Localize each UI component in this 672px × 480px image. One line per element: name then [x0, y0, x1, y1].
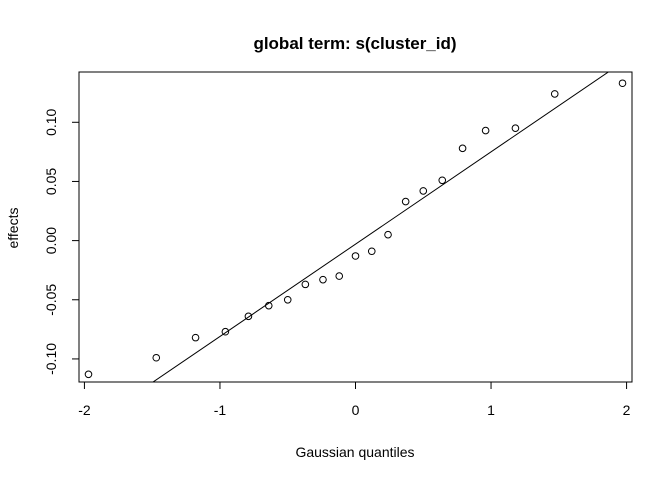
data-points [84, 79, 627, 379]
data-point [401, 197, 410, 206]
x-tick-label: 2 [623, 402, 631, 418]
x-tick-label: 1 [487, 402, 495, 418]
data-point [367, 247, 376, 256]
y-tick-label: 0.05 [43, 168, 59, 195]
y-axis: -0.10 -0.05 0.00 0.05 0.10 [43, 108, 80, 375]
data-point [335, 272, 344, 280]
data-point [244, 312, 253, 321]
data-point [283, 295, 292, 304]
x-tick-label: -2 [78, 402, 91, 418]
data-point [264, 301, 273, 310]
reference-line-group [152, 72, 610, 382]
data-point [221, 327, 230, 336]
y-tick-label: -0.05 [43, 284, 59, 316]
data-point [384, 230, 392, 239]
data-point [152, 353, 161, 362]
x-axis: -2 -1 0 1 2 [78, 381, 631, 418]
x-tick-label: -1 [214, 402, 227, 418]
y-tick-label: -0.10 [43, 343, 59, 375]
data-point [301, 280, 310, 289]
y-axis-title: effects [5, 208, 21, 249]
x-tick-label: 0 [352, 402, 360, 418]
qq-reference-line [152, 72, 610, 382]
data-point [84, 370, 93, 379]
x-axis-title: Gaussian quantiles [295, 444, 414, 460]
data-point [351, 252, 360, 260]
data-point [438, 176, 447, 185]
data-point [550, 90, 559, 98]
chart-title: global term: s(cluster_id) [253, 34, 456, 53]
plot-area-frame [78, 71, 633, 383]
data-point [419, 187, 428, 195]
y-tick-label: 0.00 [43, 227, 59, 254]
data-point [511, 124, 520, 133]
data-point [191, 333, 200, 342]
data-point [319, 275, 327, 284]
data-point [481, 126, 490, 135]
data-point [618, 79, 627, 88]
y-tick-label: 0.10 [43, 108, 59, 135]
data-point [458, 144, 467, 153]
